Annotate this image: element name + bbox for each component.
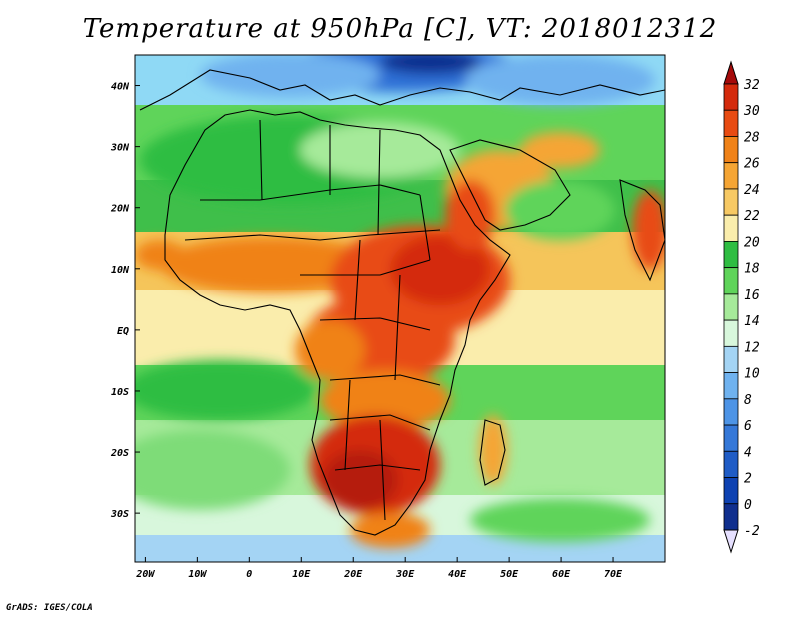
- colorbar-swatch: [723, 372, 739, 400]
- colorbar-label: 24: [744, 183, 760, 198]
- colorbar-label: 20: [744, 235, 760, 250]
- colorbar-swatch: [723, 109, 739, 137]
- colorbar-swatch: [723, 83, 739, 111]
- colorbar-swatch: [723, 424, 739, 452]
- colorbar-swatch: [723, 345, 739, 373]
- colorbar-swatch: [723, 188, 739, 216]
- colorbar-label: 18: [744, 262, 760, 277]
- lat-label: EQ: [117, 326, 129, 337]
- lat-label: 30S: [110, 509, 129, 520]
- axis-ticks: [135, 85, 614, 562]
- colorbar-swatch: [723, 136, 739, 164]
- colorbar-label: 0: [744, 498, 752, 513]
- colorbar-min-arrow: [723, 529, 739, 554]
- lon-label: 50E: [500, 569, 519, 580]
- colorbar: [723, 60, 739, 554]
- colorbar-swatch: [723, 214, 739, 242]
- lat-label: 40N: [111, 82, 130, 93]
- lat-label: 30N: [110, 143, 130, 154]
- map-frame: [134, 54, 666, 563]
- colorbar-swatch: [723, 450, 739, 478]
- lon-label: 0: [246, 569, 252, 580]
- colorbar-label: 28: [744, 130, 760, 145]
- colorbar-swatch: [723, 241, 739, 269]
- lon-label: 70E: [604, 569, 623, 580]
- colorbar-label: 32: [743, 78, 760, 93]
- longitude-labels: 20W 10W 0 10E 20E 30E 40E 50E 60E 70E: [135, 569, 623, 580]
- colorbar-label: 30: [743, 104, 760, 119]
- lon-label: 10W: [188, 569, 207, 580]
- colorbar-swatch: [723, 398, 739, 426]
- temperature-field: [135, 55, 665, 562]
- lon-label: 40E: [448, 569, 467, 580]
- colorbar-label: -2: [744, 524, 760, 539]
- lon-label: 10E: [292, 569, 311, 580]
- colorbar-label: 14: [744, 314, 760, 329]
- lon-label: 20W: [135, 569, 155, 580]
- lon-label: 60E: [552, 569, 571, 580]
- lat-label: 10N: [111, 265, 130, 276]
- colorbar-max-arrow: [723, 60, 739, 85]
- colorbar-label: 10: [744, 367, 760, 382]
- lat-label: 20N: [110, 204, 130, 215]
- colorbar-swatch: [723, 267, 739, 295]
- coastlines: [139, 69, 665, 536]
- lon-label: 20E: [343, 569, 363, 580]
- colorbar-swatch: [723, 477, 739, 505]
- lat-label: 20S: [110, 448, 129, 459]
- colorbar-label: 22: [744, 209, 760, 224]
- latitude-labels: 40N 30N 20N 10N EQ 10S 20S 30S: [110, 82, 130, 521]
- colorbar-label: 26: [744, 157, 760, 172]
- colorbar-label: 2: [744, 472, 752, 487]
- map-title: Temperature at 950hPa [C], VT: 201801231…: [82, 14, 718, 44]
- colorbar-swatch: [723, 293, 739, 321]
- lat-label: 10S: [111, 387, 129, 398]
- colorbar-swatch: [723, 503, 739, 531]
- colorbar-swatch: [723, 319, 739, 347]
- colorbar-label: 16: [744, 288, 760, 303]
- colorbar-label: 8: [744, 393, 752, 408]
- software-credit: GrADS: IGES/COLA: [6, 603, 93, 613]
- colorbar-swatch: [723, 162, 739, 190]
- lon-label: 30E: [395, 569, 415, 580]
- colorbar-label: 4: [744, 445, 752, 460]
- colorbar-label: 6: [744, 419, 752, 434]
- colorbar-label: 12: [744, 340, 760, 355]
